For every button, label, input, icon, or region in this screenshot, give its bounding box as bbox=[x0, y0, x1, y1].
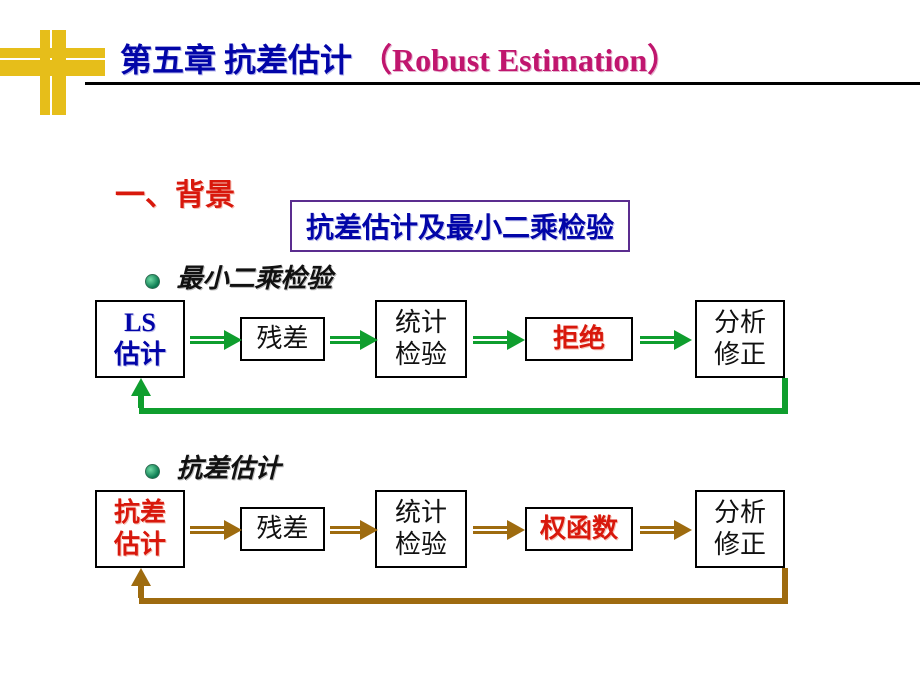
bullet-icon bbox=[145, 274, 160, 289]
bullet-label: 抗差估计 bbox=[177, 454, 281, 483]
title-decoration bbox=[0, 30, 110, 110]
title-underline bbox=[85, 82, 920, 85]
feedback-arrow-icon bbox=[95, 300, 855, 440]
bullet-robust: 抗差估计 bbox=[145, 448, 281, 485]
bullet-icon bbox=[145, 464, 160, 479]
subtitle-box: 抗差估计及最小二乘检验 bbox=[290, 200, 630, 252]
flowchart-robust: 抗差估计残差统计检验权函数分析修正 bbox=[95, 490, 875, 620]
section-heading: 一、背景 bbox=[115, 170, 235, 214]
bullet-label: 最小二乘检验 bbox=[177, 264, 333, 293]
chapter-title: 第五章 抗差估计 （Robust Estimation） bbox=[120, 35, 679, 81]
bullet-ls: 最小二乘检验 bbox=[145, 258, 333, 295]
feedback-arrow-icon bbox=[95, 490, 855, 630]
title-cn: 第五章 抗差估计 bbox=[120, 42, 352, 78]
flowchart-ls: LS估计残差统计检验拒绝分析修正 bbox=[95, 300, 875, 430]
title-en: （Robust Estimation） bbox=[360, 42, 679, 78]
